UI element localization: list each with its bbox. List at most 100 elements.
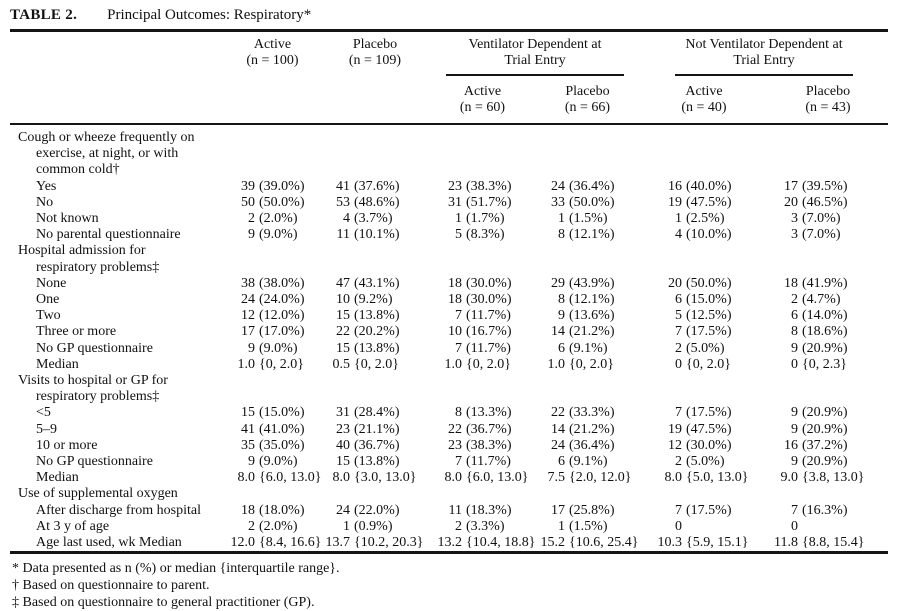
value-detail: (18.3%) <box>466 502 512 518</box>
value-count: 2 <box>455 518 462 534</box>
value-detail: (37.6%) <box>354 178 400 194</box>
value-detail: (15.0%) <box>259 405 305 421</box>
value-count: 9 <box>791 340 798 356</box>
value-cell: 1 (0.9%) <box>320 519 430 535</box>
value-count: 6 <box>675 292 682 308</box>
value-cell: 9 (9.0%) <box>225 227 320 243</box>
value-detail: (33.3%) <box>569 405 615 421</box>
value-detail: (4.7%) <box>802 292 841 308</box>
value-count: 18 <box>784 275 798 291</box>
value-detail: (13.3%) <box>466 405 512 421</box>
value-detail: (5.0%) <box>686 340 725 356</box>
value-count: 10 <box>448 324 462 340</box>
table-row: One 24 (24.0%) 10 (9.2%) 18 (30.0%) 8 (12.1%) 6 (1… <box>10 292 888 308</box>
value-count: 15 <box>336 454 350 470</box>
value-count: 8 <box>791 324 798 340</box>
value-count: 14 <box>551 324 565 340</box>
value-detail: (50.0%) <box>686 275 732 291</box>
value-detail: (0.9%) <box>354 518 393 534</box>
section-label-row: Cough or wheeze frequently on <box>10 124 888 146</box>
value-cell: 11.8 {8.8, 15.4} <box>768 535 888 553</box>
value-count: 1 <box>455 211 462 227</box>
value-cell: 7 (17.5%) <box>640 503 768 519</box>
value-count: 2 <box>791 292 798 308</box>
value-cell: 7 (17.5%) <box>640 324 768 340</box>
value-count: 6 <box>558 340 565 356</box>
value-count: 0 <box>791 518 798 534</box>
value-detail: {6.0, 13.0} <box>466 470 529 486</box>
value-detail: (38.0%) <box>259 275 305 291</box>
value-cell: 18 (30.0%) <box>430 292 535 308</box>
value-detail: {10.4, 18.8} <box>466 535 536 551</box>
value-count: 10 <box>336 292 350 308</box>
value-cell: 40 (36.7%) <box>320 438 430 454</box>
value-cell: 0.5 {0, 2.0} <box>320 357 430 373</box>
value-detail: (1.5%) <box>569 211 608 227</box>
value-detail: {5.0, 13.0} <box>686 470 749 486</box>
value-count: 20 <box>668 275 682 291</box>
value-cell: 0 {0, 2.0} <box>640 357 768 373</box>
value-cell: 24 (24.0%) <box>225 292 320 308</box>
value-count: 16 <box>784 437 798 453</box>
value-cell: 22 (33.3%) <box>535 405 640 421</box>
value-count: 33 <box>551 194 565 210</box>
value-cell: 16 (37.2%) <box>768 438 888 454</box>
value-cell: 24 (36.4%) <box>535 179 640 195</box>
value-cell: 1 (2.5%) <box>640 211 768 227</box>
value-count: 4 <box>675 227 682 243</box>
section-label: Cough or wheeze frequently on <box>18 130 195 145</box>
value-detail: (9.2%) <box>354 292 393 308</box>
value-cell: 1.0 {0, 2.0} <box>430 357 535 373</box>
value-count: 24 <box>241 292 255 308</box>
value-cell: 5 (8.3%) <box>430 227 535 243</box>
value-cell: 47 (43.1%) <box>320 276 430 292</box>
value-cell: 6 (14.0%) <box>768 308 888 324</box>
column-header-placebo-total: Placebo (n = 109) <box>320 31 430 125</box>
value-detail: (17.0%) <box>259 324 305 340</box>
value-count: 15 <box>336 308 350 324</box>
value-detail: {3.8, 13.0} <box>802 470 865 486</box>
value-detail: (1.5%) <box>569 518 608 534</box>
value-detail: (11.7%) <box>466 308 511 324</box>
table-body: Cough or wheeze frequently on exercise, a… <box>10 124 888 553</box>
value-detail: (17.5%) <box>686 405 732 421</box>
row-label: Median <box>36 470 79 486</box>
value-cell: 12 (30.0%) <box>640 438 768 454</box>
column-header-label: Active <box>253 37 292 52</box>
value-detail: (25.8%) <box>569 502 615 518</box>
subcolumn-label: Placebo <box>805 84 851 99</box>
value-cell: 1 (1.5%) <box>535 519 640 535</box>
group-header-line1: Not Ventilator Dependent at <box>685 37 843 52</box>
footnotes: * Data presented as n (%) or median {int… <box>10 554 888 611</box>
value-count: 53 <box>336 194 350 210</box>
group-header-not-ventilator-dependent: Not Ventilator Dependent at Trial Entry <box>640 31 888 76</box>
value-cell: 17 (25.8%) <box>535 503 640 519</box>
value-count: 8.0 <box>237 470 256 486</box>
value-count: 8.0 <box>444 470 463 486</box>
subcolumn-header-placebo-43: Placebo (n = 43) <box>768 76 888 124</box>
value-detail: (22.0%) <box>354 502 400 518</box>
value-detail: (30.0%) <box>466 292 512 308</box>
value-cell: 7 (11.7%) <box>430 308 535 324</box>
value-count: 9 <box>248 454 255 470</box>
value-cell: 4 (10.0%) <box>640 227 768 243</box>
subcolumn-label: Active <box>685 84 723 99</box>
value-cell: 7 (11.7%) <box>430 454 535 470</box>
value-count: 14 <box>551 421 565 437</box>
value-detail: (38.3%) <box>466 437 512 453</box>
value-detail: {0, 2.0} <box>466 356 511 372</box>
value-count: 0 <box>675 356 682 372</box>
value-count: 17 <box>784 178 798 194</box>
table-row: 5–9 41 (41.0%) 23 (21.1%) 22 (36.7%) 14 (21.2%) 1… <box>10 422 888 438</box>
table-row: Three or more 17 (17.0%) 22 (20.2%) 10 (16.7%)… <box>10 324 888 340</box>
value-count: 11 <box>448 502 462 518</box>
value-detail: {0, 2.0} <box>354 356 399 372</box>
table-row: Age last used, wk Median 12.0 {8.4, 16.6} 1… <box>10 535 888 553</box>
value-detail: (43.1%) <box>354 275 400 291</box>
value-count: 9 <box>791 454 798 470</box>
value-detail: (12.1%) <box>569 227 615 243</box>
value-count: 0.5 <box>332 356 351 372</box>
value-cell: 2 (3.3%) <box>430 519 535 535</box>
row-label: Two <box>36 308 61 324</box>
value-cell: 9 (20.9%) <box>768 341 888 357</box>
